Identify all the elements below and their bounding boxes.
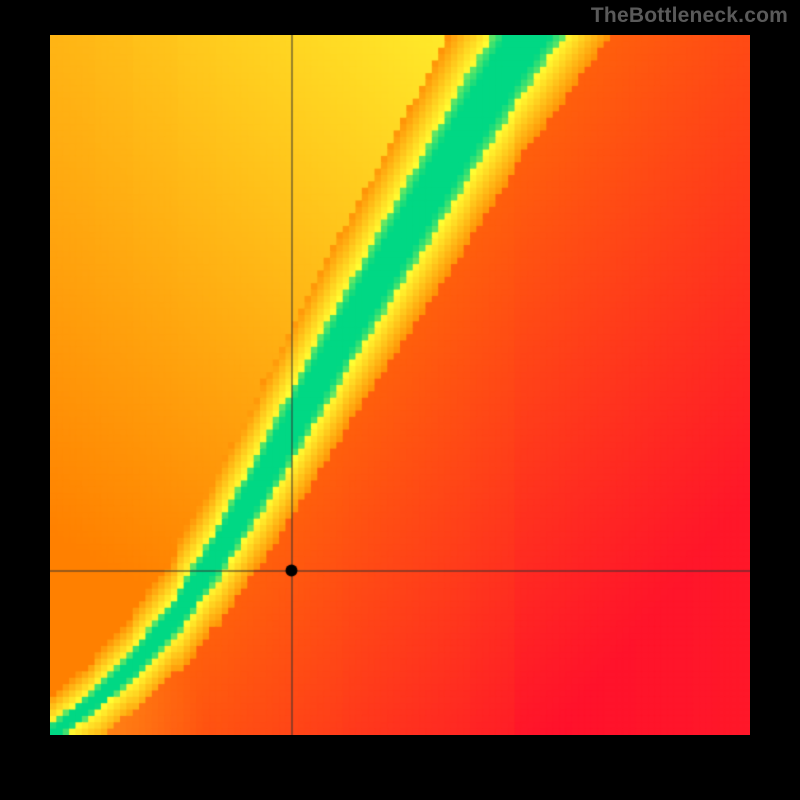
watermark-text: TheBottleneck.com: [591, 4, 788, 28]
heatmap-plot: [50, 35, 750, 735]
heatmap-canvas: [50, 35, 750, 735]
